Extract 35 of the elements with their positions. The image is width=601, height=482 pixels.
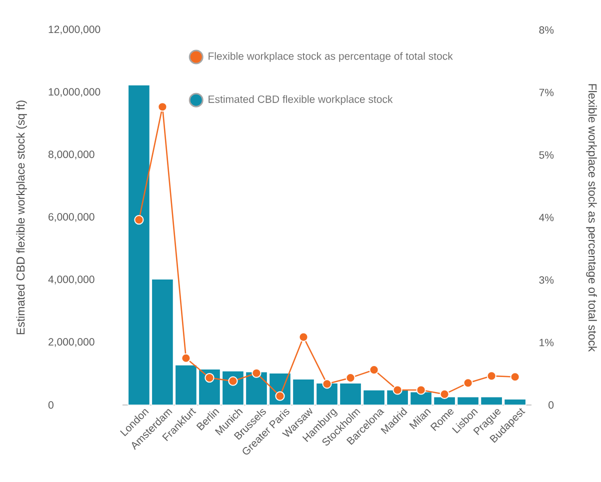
point: [275, 391, 285, 401]
y2-tick-label: 3%: [539, 276, 554, 284]
y-tick-label: 0: [48, 401, 54, 409]
y2-tick-label: 4%: [539, 214, 554, 222]
y2-tick-label: 7%: [539, 88, 554, 96]
point: [322, 379, 332, 389]
y-tick-label: 12,000,000: [48, 26, 100, 34]
point: [510, 372, 520, 382]
point: [369, 365, 379, 375]
point: [440, 389, 450, 400]
y2-tick-label: 0: [548, 401, 554, 409]
y-tick-label: 6,000,000: [48, 213, 94, 222]
point: [298, 332, 308, 342]
point: [392, 385, 402, 395]
point: [204, 373, 214, 383]
y2-axis-title: Flexible workplace stock as percentage of total stock: [586, 84, 597, 352]
y-tick-label: 4,000,000: [48, 276, 94, 284]
y2-tick-label: 5%: [539, 151, 554, 159]
point: [252, 368, 262, 378]
point: [346, 373, 356, 383]
point: [158, 102, 168, 112]
y-tick-label: 10,000,000: [48, 88, 100, 97]
point: [181, 353, 191, 363]
y2-tick-label: 1%: [540, 338, 554, 346]
point: [416, 385, 426, 395]
y-axis-title: Estimated CBD flexible workplace stock (sq ft): [16, 100, 27, 334]
y-tick-label: 2,000,000: [48, 338, 94, 347]
y2-tick-label: 8%: [539, 26, 554, 34]
point: [228, 376, 238, 386]
legend-label: Flexible workplace stock as percentage of total stock: [208, 52, 453, 62]
legend-label: Estimated CBD flexible workplace stock: [208, 95, 393, 106]
y-tick-label: 8,000,000: [48, 150, 94, 160]
point: [463, 378, 473, 388]
point: [134, 215, 144, 225]
point: [486, 371, 496, 381]
